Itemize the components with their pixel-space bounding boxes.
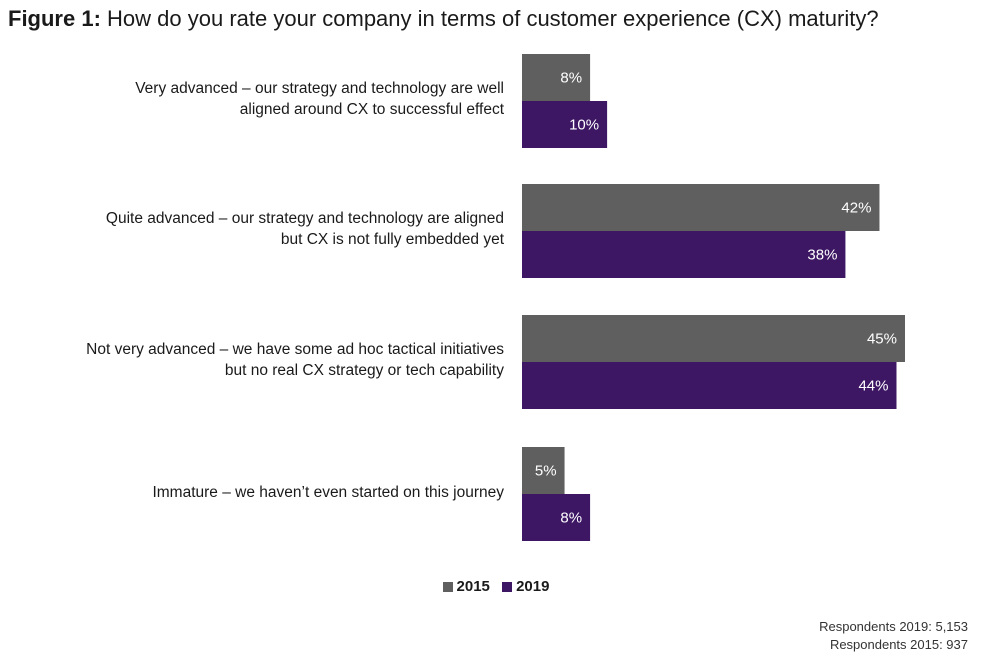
figure-prefix: Figure 1: [8,6,101,31]
category-label-line: Immature – we haven’t even started on th… [152,483,504,501]
respondents-2015: Respondents 2015: 937 [829,637,968,652]
category-label-0: Very advanced – our strategy and technol… [4,78,504,120]
bar-label-2019-3: 8% [560,510,582,527]
title-text: How do you rate your company in terms of… [107,6,879,31]
category-label-1: Quite advanced – our strategy and techno… [4,208,504,250]
category-label-line: Quite advanced – our strategy and techno… [105,210,504,227]
legend-swatch-2015 [442,581,453,592]
category-label-line: Not very advanced – we have some ad hoc … [86,341,504,358]
legend-item-2019: 2019 [502,578,549,595]
category-label-2: Not very advanced – we have some ad hoc … [4,339,504,381]
bar-2019-3 [522,494,591,541]
category-label-line: but CX is not fully embedded yet [280,231,504,248]
category-label-3: Immature – we haven’t even started on th… [4,482,504,503]
legend-item-2015: 2015 [442,578,490,595]
chart-title: Figure 1: How do you rate your company i… [8,6,879,32]
legend-swatch-2019 [502,581,513,592]
bar-label-2015-3: 5% [535,463,557,480]
bar-2015-1 [522,184,880,231]
bar-label-2015-1: 42% [841,200,871,217]
bar-2019-0 [522,101,608,148]
bar-2015-2 [522,315,905,362]
legend: 2015 2019 [0,578,992,596]
bar-label-2015-2: 45% [867,331,897,348]
bar-2019-1 [522,231,846,278]
bar-2019-2 [522,362,897,409]
legend-label-2019: 2019 [516,578,550,595]
category-label-line: but no real CX strategy or tech capabili… [224,362,504,379]
category-label-line: aligned around CX to successful effect [239,101,504,118]
bar-label-2019-1: 38% [807,247,837,264]
bar-label-2015-0: 8% [560,70,582,87]
bar-2015-3 [522,447,565,494]
category-label-line: Very advanced – our strategy and technol… [135,80,504,97]
respondents-2019: Respondents 2019: 5,153 [819,619,968,634]
bar-label-2019-0: 10% [569,117,599,134]
bar-2015-0 [522,54,591,101]
respondents-note: Respondents 2019: 5,153 Respondents 2015… [819,618,968,654]
bar-label-2019-2: 44% [858,378,888,395]
legend-label-2015: 2015 [456,578,490,595]
